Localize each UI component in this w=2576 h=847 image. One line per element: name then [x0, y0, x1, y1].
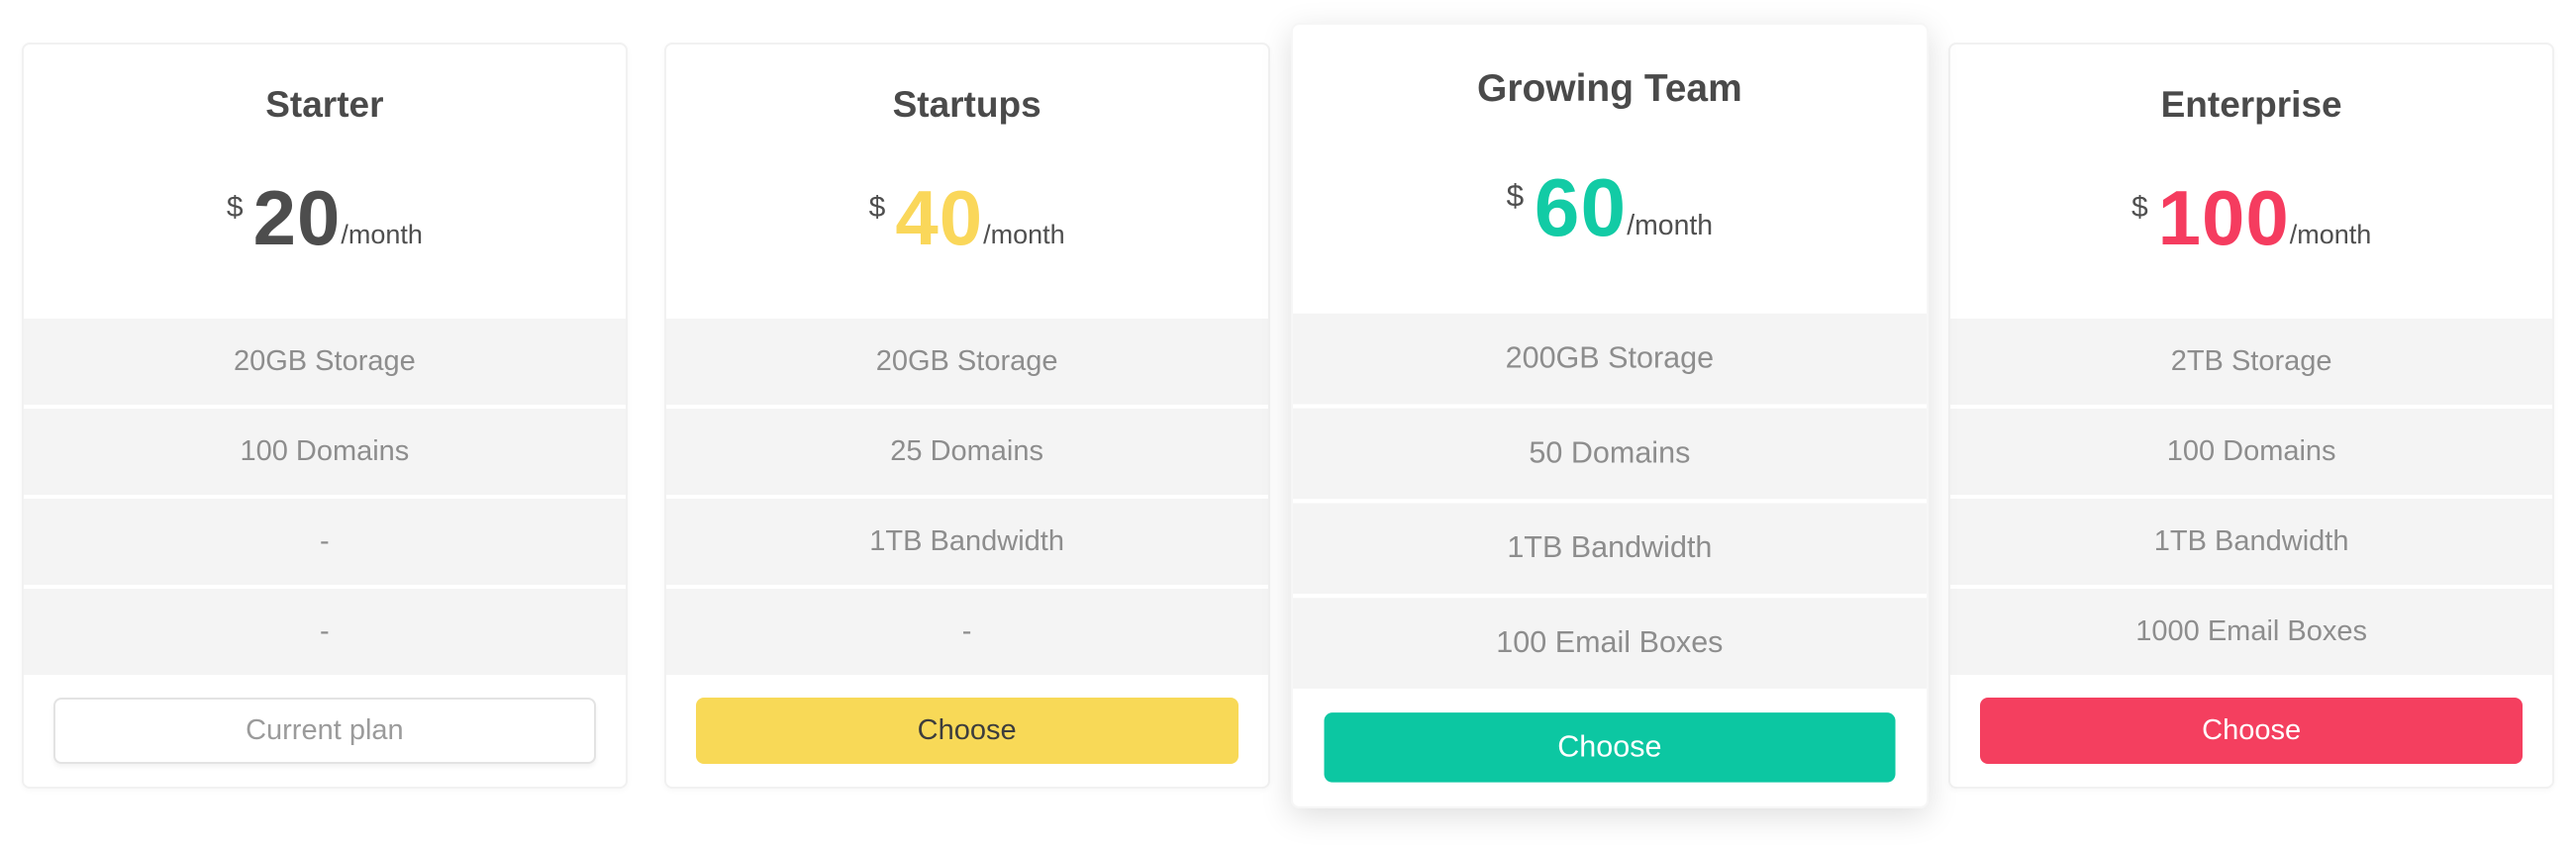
plan-features: 20GB Storage 25 Domains 1TB Bandwidth -	[665, 319, 1268, 675]
plan-footer: Choose	[666, 675, 1268, 787]
price-currency: $	[1506, 178, 1524, 214]
feature-row: 2TB Storage	[1950, 319, 2552, 405]
price-amount: 60	[1534, 161, 1627, 253]
plan-footer: Current plan	[24, 675, 626, 787]
price-period: /month	[341, 220, 423, 249]
plan-features: 2TB Storage 100 Domains 1TB Bandwidth 10…	[1950, 319, 2552, 675]
price-period: /month	[1626, 209, 1713, 241]
feature-row: 20GB Storage	[24, 319, 626, 405]
feature-row: 1TB Bandwidth	[1292, 503, 1927, 595]
price-period: /month	[983, 220, 1065, 249]
feature-row: 20GB Storage	[665, 319, 1268, 405]
plan-footer: Choose	[1950, 675, 2552, 787]
feature-row: 25 Domains	[665, 409, 1268, 495]
plan-title: Starter	[265, 84, 384, 125]
feature-row: -	[665, 589, 1268, 675]
feature-row: 1TB Bandwidth	[1950, 499, 2552, 585]
feature-row: 200GB Storage	[1292, 313, 1927, 405]
plan-features: 200GB Storage 50 Domains 1TB Bandwidth 1…	[1292, 313, 1927, 689]
plan-card-growing-team: Growing Team $ 60 /month 200GB Storage 5…	[1290, 23, 1929, 808]
plan-card-startups: Startups $ 40 /month 20GB Storage 25 Dom…	[663, 43, 1270, 789]
plan-card-enterprise: Enterprise $ 100 /month 2TB Storage 100 …	[1948, 43, 2554, 789]
price-currency: $	[868, 191, 886, 224]
choose-button-growing-team[interactable]: Choose	[1323, 712, 1895, 783]
current-plan-button[interactable]: Current plan	[53, 698, 596, 764]
price-amount: 40	[895, 174, 984, 261]
feature-row: 1TB Bandwidth	[665, 499, 1268, 585]
plan-title: Startups	[892, 84, 1041, 125]
feature-row: 100 Email Boxes	[1292, 598, 1927, 689]
plan-title: Enterprise	[2160, 84, 2342, 125]
plan-title: Growing Team	[1476, 66, 1742, 110]
price-currency: $	[226, 191, 244, 224]
price-amount: 20	[252, 174, 342, 261]
plan-header: Startups $ 40 /month	[666, 45, 1268, 319]
pricing-table: Starter $ 20 /month 20GB Storage 100 Dom…	[22, 23, 2554, 808]
choose-button-enterprise[interactable]: Choose	[1980, 698, 2523, 764]
plan-header: Enterprise $ 100 /month	[1950, 45, 2552, 319]
feature-row: -	[24, 589, 626, 675]
price-currency: $	[2130, 191, 2148, 224]
plan-card-starter: Starter $ 20 /month 20GB Storage 100 Dom…	[22, 43, 628, 789]
price-amount: 100	[2157, 174, 2290, 261]
plan-price: $ 40 /month	[868, 174, 1065, 261]
feature-row: -	[24, 499, 626, 585]
plan-price: $ 60 /month	[1506, 161, 1713, 253]
plan-price: $ 100 /month	[2130, 174, 2372, 261]
plan-footer: Choose	[1292, 689, 1926, 806]
plan-features: 20GB Storage 100 Domains - -	[24, 319, 626, 675]
plan-header: Starter $ 20 /month	[24, 45, 626, 319]
plan-price: $ 20 /month	[226, 174, 423, 261]
feature-row: 50 Domains	[1292, 408, 1927, 500]
feature-row: 1000 Email Boxes	[1950, 589, 2552, 675]
choose-button-startups[interactable]: Choose	[695, 698, 1238, 764]
price-period: /month	[2289, 220, 2372, 249]
plan-header: Growing Team $ 60 /month	[1292, 25, 1926, 314]
feature-row: 100 Domains	[24, 409, 626, 495]
feature-row: 100 Domains	[1950, 409, 2552, 495]
